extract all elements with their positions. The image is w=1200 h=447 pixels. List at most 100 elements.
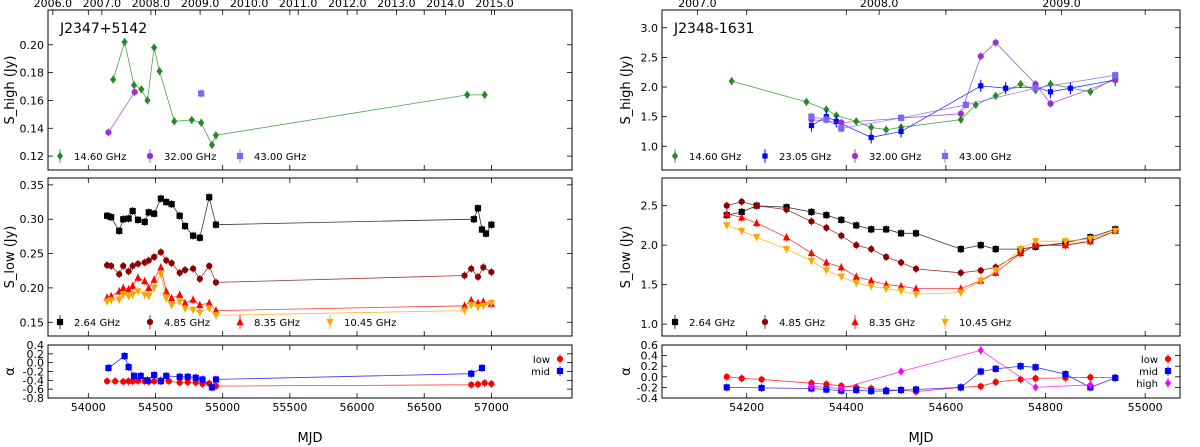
data-point — [753, 202, 760, 209]
data-point — [852, 279, 860, 288]
legend-label: 23.05 GHz — [779, 152, 831, 163]
data-point — [883, 226, 890, 233]
data-point — [129, 291, 137, 299]
legend-marker — [146, 318, 154, 326]
series-10-45-ghz — [723, 221, 1119, 299]
legend-marker — [236, 152, 244, 160]
y-tick-label: -0.4 — [637, 392, 658, 405]
y-tick-label: 0.18 — [20, 67, 45, 80]
data-point — [470, 216, 478, 223]
axes-frame — [47, 177, 573, 337]
series-line — [112, 40, 485, 146]
data-point — [897, 367, 905, 376]
data-point — [189, 306, 197, 314]
legend-marker — [56, 151, 64, 161]
legend-entry: 2.64 GHz — [56, 315, 120, 329]
data-point — [157, 378, 164, 385]
data-point — [184, 379, 191, 386]
series-line — [811, 42, 1116, 124]
data-point — [723, 384, 730, 391]
data-point — [481, 379, 488, 387]
top-tick-label: 2015.0 — [475, 0, 514, 10]
y-tick-label: 0.14 — [20, 122, 45, 135]
subplot-low: 0.15 0.20 0.25 0.30 0.35 S_low (Jy) 2.64 GHz 4.… — [3, 177, 573, 337]
series-mid — [723, 362, 1119, 396]
series-32-00-ghz — [105, 88, 138, 137]
y-tick-label: 0.4 — [27, 339, 45, 352]
data-point — [212, 131, 220, 140]
data-point — [837, 273, 845, 281]
legend-marker — [556, 355, 564, 363]
data-point — [129, 262, 136, 270]
legend-label: 10.45 GHz — [344, 318, 396, 329]
data-point — [212, 306, 220, 314]
data-point — [105, 129, 112, 136]
top-tick-label: 2013.0 — [377, 0, 416, 10]
data-point — [957, 289, 965, 297]
axes-frame — [661, 344, 1181, 399]
legend-entry: 2.64 GHz — [671, 315, 735, 329]
x-axis-label: MJD — [297, 431, 322, 446]
data-point — [1047, 79, 1054, 89]
y-axis-label: α — [619, 367, 634, 376]
data-point — [192, 374, 199, 381]
data-point — [163, 257, 170, 264]
top-tick-label: 2008.0 — [860, 0, 899, 10]
subplot-high: 0.12 0.14 0.16 0.18 0.20S_high (Jy) 14.60 GHz… — [3, 9, 573, 171]
data-point — [198, 118, 205, 127]
data-point — [104, 378, 111, 385]
data-point — [151, 43, 158, 52]
data-point — [883, 388, 890, 395]
data-point — [461, 272, 468, 279]
legend-label: 43.00 GHz — [254, 152, 306, 163]
top-tick-label: 2008.0 — [132, 0, 171, 10]
y-tick-label: 0.2 — [27, 348, 45, 361]
data-point — [134, 377, 142, 384]
data-point — [156, 67, 163, 76]
y-tick-label: 0.25 — [20, 248, 45, 261]
x-tick-label: 54200 — [729, 401, 764, 414]
series-10-45-ghz — [103, 270, 495, 320]
data-point — [168, 294, 176, 302]
data-point — [758, 376, 765, 383]
data-point — [488, 269, 495, 276]
data-point — [728, 77, 735, 86]
data-point — [782, 246, 791, 254]
data-point — [808, 113, 815, 120]
data-point — [758, 384, 765, 392]
y-axis-label: S_low (Jy) — [619, 226, 634, 289]
data-point — [467, 301, 475, 310]
legend-label: low — [533, 355, 550, 366]
data-point — [141, 276, 149, 285]
legend-entry: high — [1136, 378, 1172, 390]
data-point — [134, 260, 142, 267]
data-point — [168, 260, 175, 267]
data-point — [478, 364, 486, 372]
series-8-35-ghz — [723, 209, 1119, 293]
data-point — [957, 384, 964, 391]
data-point — [1047, 100, 1054, 107]
legend-label: high — [1136, 379, 1158, 390]
data-point — [212, 279, 220, 286]
data-point — [190, 265, 197, 272]
y-tick-label: -0.2 — [23, 366, 44, 379]
x-tick-label: 54500 — [138, 401, 173, 414]
y-tick-label: 2.0 — [641, 239, 659, 252]
series-line — [107, 379, 492, 387]
legend-label: 4.85 GHz — [164, 318, 210, 329]
data-point — [208, 140, 216, 150]
data-point — [808, 208, 815, 216]
x-tick-label: 54800 — [1028, 401, 1063, 414]
data-point — [977, 267, 984, 274]
data-point — [783, 206, 790, 213]
data-point — [460, 307, 469, 315]
data-point — [912, 265, 920, 272]
data-point — [957, 269, 964, 276]
data-point — [738, 375, 745, 382]
data-point — [753, 234, 761, 242]
data-point — [171, 117, 178, 126]
legend-entry: 4.85 GHz — [146, 315, 210, 329]
data-point — [1062, 371, 1069, 378]
legend-entry: 43.00 GHz — [236, 149, 306, 163]
